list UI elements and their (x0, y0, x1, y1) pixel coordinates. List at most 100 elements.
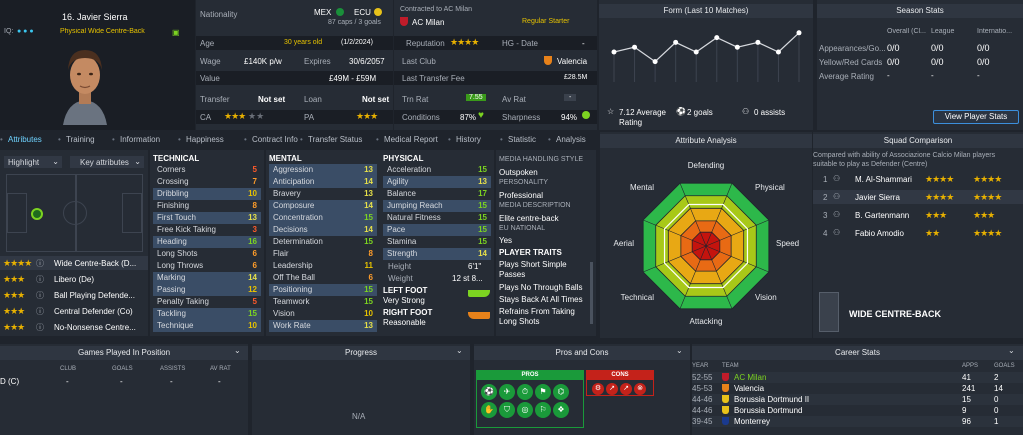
season-title[interactable]: Season Stats (817, 4, 1023, 18)
squad-player-name[interactable]: Javier Sierra (855, 193, 900, 202)
nation-mex[interactable]: MEX (314, 8, 332, 17)
attribute-row[interactable]: Marking 14 (153, 272, 261, 284)
role-row[interactable]: ★★★ ⓘ Central Defender (Co) (0, 304, 148, 318)
form-point[interactable] (693, 49, 699, 55)
attribute-row[interactable]: Agility 13 (383, 176, 491, 188)
attribute-row[interactable]: Composure 14 (269, 200, 377, 212)
squad-row[interactable]: 3 ⚇ B. Gartenmann ★★★ ★★★ (813, 208, 1023, 222)
form-point[interactable] (632, 44, 638, 50)
attribute-row[interactable]: Technique 10 (153, 320, 261, 332)
role-row[interactable]: ★★★ ⓘ No-Nonsense Centre... (0, 320, 148, 334)
chevron-down-icon[interactable]: ⌄ (676, 346, 683, 355)
last-club-value[interactable]: Valencia (557, 57, 588, 66)
attribute-row[interactable]: Anticipation 14 (269, 176, 377, 188)
attribute-row[interactable]: Finishing 8 (153, 200, 261, 212)
attribute-row[interactable]: Stamina 15 (383, 236, 491, 248)
form-point[interactable] (673, 39, 679, 45)
tab-transfer-status[interactable]: Transfer Status (308, 135, 363, 144)
squad-row[interactable]: 1 ⚇ M. Al-Shammari ★★★★ ★★★★ (813, 172, 1023, 186)
form-point[interactable] (652, 59, 658, 65)
analysis-title[interactable]: Attribute Analysis (600, 134, 812, 148)
role-row[interactable]: ★★★★ ⓘ Wide Centre-Back (D... (0, 256, 148, 270)
attribute-row[interactable]: Concentration 15 (269, 212, 377, 224)
role-row[interactable]: ★★★ ⓘ Libero (De) (0, 272, 148, 286)
attribute-row[interactable]: Natural Fitness 15 (383, 212, 491, 224)
role-row[interactable]: ★★★ ⓘ Ball Playing Defende... (0, 288, 148, 302)
role-info-icon[interactable]: ▣ (172, 28, 180, 37)
club-name[interactable]: AC Milan (412, 18, 445, 27)
chevron-down-icon[interactable]: ⌄ (1008, 346, 1015, 355)
career-team[interactable]: Valencia (734, 384, 765, 393)
attribute-row[interactable]: Heading 16 (153, 236, 261, 248)
tab-medical-report[interactable]: Medical Report (384, 135, 438, 144)
attribute-row[interactable]: Bravery 13 (269, 188, 377, 200)
attribute-row[interactable]: Leadership 11 (269, 260, 377, 272)
traits-scrollbar[interactable] (590, 262, 593, 324)
attribute-row[interactable]: Determination 15 (269, 236, 377, 248)
career-team[interactable]: AC Milan (734, 373, 767, 382)
attribute-row[interactable]: Strength 14 (383, 248, 491, 260)
attribute-row[interactable]: Penalty Taking 5 (153, 296, 261, 308)
progress-title[interactable]: Progress (252, 346, 470, 360)
attribute-row[interactable]: Acceleration 15 (383, 164, 491, 176)
attribute-row[interactable]: Flair 8 (269, 248, 377, 260)
form-point[interactable] (734, 44, 740, 50)
attribute-row[interactable]: Free Kick Taking 3 (153, 224, 261, 236)
tab-analysis[interactable]: Analysis (556, 135, 586, 144)
attribute-row[interactable]: Tackling 15 (153, 308, 261, 320)
highlight-dropdown[interactable]: Highlight ⌄ (4, 156, 62, 168)
tab-contract-info[interactable]: Contract Info (252, 135, 298, 144)
attribute-row[interactable]: First Touch 13 (153, 212, 261, 224)
squad-row[interactable]: 4 ⚇ Fabio Amodio ★★ ★★★★ (813, 226, 1023, 240)
view-player-stats-button[interactable]: View Player Stats (933, 110, 1019, 124)
attribute-row[interactable]: Long Throws 6 (153, 260, 261, 272)
position-marker[interactable] (31, 208, 43, 220)
form-point[interactable] (775, 49, 781, 55)
squad-player-name[interactable]: M. Al-Shammari (855, 175, 912, 184)
chevron-down-icon[interactable]: ⌄ (456, 346, 463, 355)
career-team[interactable]: Borussia Dortmund (734, 406, 803, 415)
form-point[interactable] (796, 30, 802, 36)
attribute-row[interactable]: Aggression 13 (269, 164, 377, 176)
squad-player-name[interactable]: Fabio Amodio (855, 229, 904, 238)
career-row[interactable]: 39-45 Monterrey 96 1 (692, 416, 1023, 427)
attribute-row[interactable]: Pace 15 (383, 224, 491, 236)
squad-row[interactable]: 2 ⚇ Javier Sierra ★★★★ ★★★★ (813, 190, 1023, 204)
attribute-row[interactable]: Vision 10 (269, 308, 377, 320)
attribute-row[interactable]: Jumping Reach 15 (383, 200, 491, 212)
attribute-row[interactable]: Dribbling 10 (153, 188, 261, 200)
key-attributes-dropdown[interactable]: Key attributes ⌄ (70, 156, 144, 168)
tab-attributes[interactable]: Attributes (8, 135, 42, 144)
career-title[interactable]: Career Stats (692, 346, 1023, 360)
tab-statistic[interactable]: Statistic (508, 135, 537, 144)
pros-cons-title[interactable]: Pros and Cons (474, 346, 690, 360)
attribute-row[interactable]: Balance 17 (383, 188, 491, 200)
squad-title[interactable]: Squad Comparison (813, 134, 1023, 148)
attribute-row[interactable]: Positioning 15 (269, 284, 377, 296)
attribute-row[interactable]: Teamwork 15 (269, 296, 377, 308)
attribute-row[interactable]: Corners 5 (153, 164, 261, 176)
chevron-down-icon[interactable]: ⌄ (234, 346, 241, 355)
career-row[interactable]: 52-55 AC Milan 41 2 (692, 372, 1023, 383)
attribute-row[interactable]: Crossing 7 (153, 176, 261, 188)
form-point[interactable] (611, 49, 617, 55)
career-row[interactable]: 45-53 Valencia 241 14 (692, 383, 1023, 394)
form-point[interactable] (755, 39, 761, 45)
attribute-row[interactable]: Decisions 14 (269, 224, 377, 236)
games-title[interactable]: Games Played In Position (0, 346, 248, 360)
attribute-row[interactable]: Off The Ball 6 (269, 272, 377, 284)
career-team[interactable]: Monterrey (734, 417, 771, 426)
tab-training[interactable]: Training (66, 135, 95, 144)
career-row[interactable]: 44-46 Borussia Dortmund 9 0 (692, 405, 1023, 416)
form-point[interactable] (714, 35, 720, 41)
tab-information[interactable]: Information (120, 135, 161, 144)
nation-ecu[interactable]: ECU (354, 8, 371, 17)
squad-player-name[interactable]: B. Gartenmann (855, 211, 910, 220)
tab-history[interactable]: History (456, 135, 481, 144)
career-team[interactable]: Borussia Dortmund II (734, 395, 810, 404)
career-row[interactable]: 44-46 Borussia Dortmund II 15 0 (692, 394, 1023, 405)
attribute-row[interactable]: Passing 12 (153, 284, 261, 296)
attribute-row[interactable]: Long Shots 6 (153, 248, 261, 260)
form-title[interactable]: Form (Last 10 Matches) (599, 4, 813, 18)
tab-happiness[interactable]: Happiness (186, 135, 224, 144)
